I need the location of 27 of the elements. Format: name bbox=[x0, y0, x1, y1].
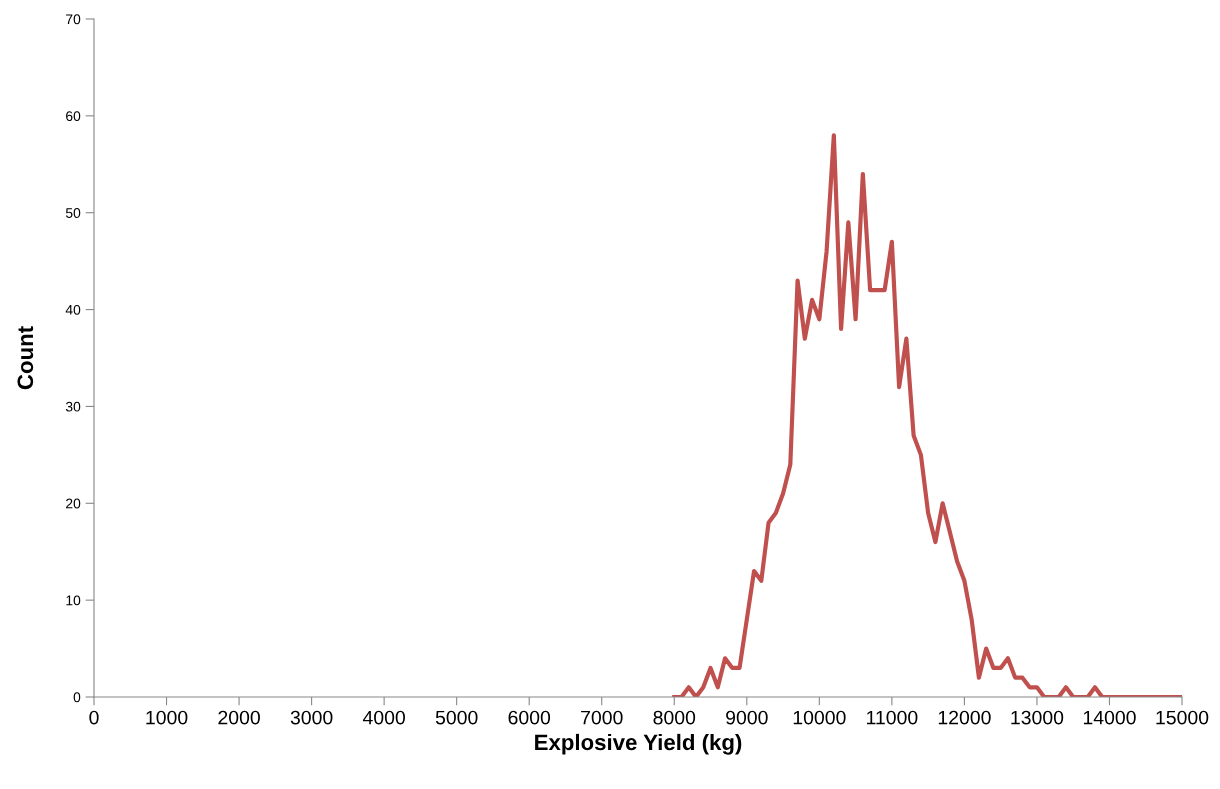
x-tick-label: 8000 bbox=[653, 710, 696, 725]
x-tick-label: 11000 bbox=[867, 710, 918, 725]
x-tick-label: 14000 bbox=[1083, 710, 1136, 725]
x-tick-label: 13000 bbox=[1011, 710, 1064, 725]
x-tick-label: 15000 bbox=[1156, 710, 1209, 725]
line-series bbox=[672, 133, 1182, 697]
y-tick-label: 0 bbox=[73, 692, 81, 703]
x-tick-label: 2000 bbox=[218, 710, 260, 725]
x-tick-label: 10000 bbox=[793, 710, 846, 725]
x-tick-label: 1000 bbox=[146, 710, 188, 725]
x-tick-label: 6000 bbox=[508, 710, 551, 725]
x-tick-label: 7000 bbox=[581, 710, 623, 725]
y-tick-label: 20 bbox=[66, 498, 81, 509]
y-tick-label: 10 bbox=[66, 595, 81, 606]
x-tick-label: 0 bbox=[89, 710, 99, 725]
x-tick-label: 4000 bbox=[362, 710, 405, 725]
x-tick-label: 12000 bbox=[938, 710, 991, 725]
y-tick-label: 30 bbox=[65, 401, 81, 412]
y-axis-title: Count bbox=[17, 326, 34, 390]
y-tick-label: 60 bbox=[66, 111, 81, 122]
y-tick-label: 50 bbox=[65, 208, 81, 218]
y-tick-label: 70 bbox=[66, 14, 81, 25]
x-tick-label: 5000 bbox=[435, 710, 478, 725]
x-tick-label: 3000 bbox=[290, 710, 333, 725]
x-axis-title: Explosive Yield (kg) bbox=[535, 733, 742, 755]
y-tick-label: 40 bbox=[65, 304, 81, 315]
x-tick-label: 9000 bbox=[726, 710, 768, 725]
